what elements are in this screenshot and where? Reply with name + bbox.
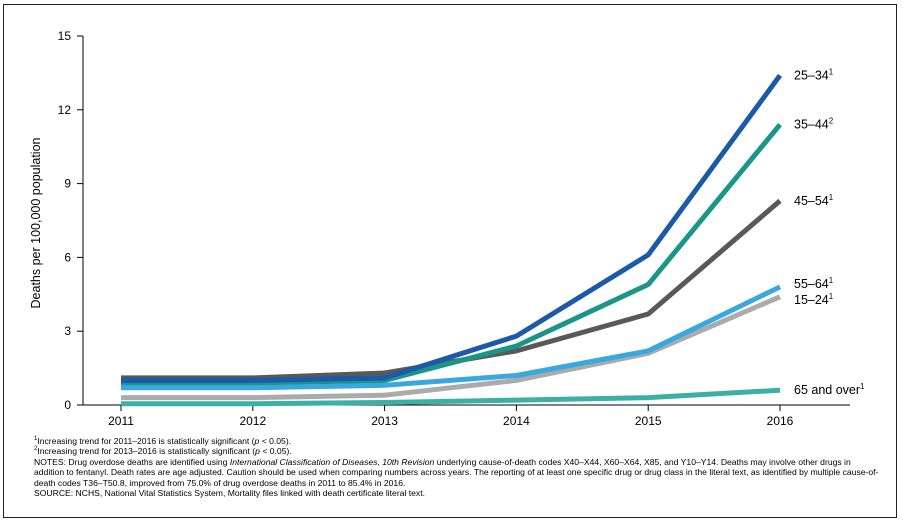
notes-text: NOTES: Drug overdose deaths are identifi…: [34, 456, 879, 488]
series-line-1: [121, 73, 783, 383]
axes: 0 3 6 9 12 15 2011 2012 2013 2014 2015 2016: [58, 29, 850, 428]
series-label-2: 35–442: [794, 117, 834, 132]
series-label-6: 65 and over1: [794, 382, 865, 397]
x-tick-label: 2015: [635, 414, 662, 428]
y-tick-label: 6: [64, 250, 71, 264]
footnote-1: 1Increasing trend for 2011–2016 is stati…: [34, 436, 292, 446]
series-label-4: 55–641: [794, 276, 834, 291]
y-tick-label: 15: [58, 29, 72, 43]
y-tick-label: 9: [64, 177, 71, 191]
x-tick-label: 2014: [503, 414, 530, 428]
x-tick-label: 2013: [371, 414, 398, 428]
x-tick-label: 2012: [239, 414, 266, 428]
footnote-2: 2Increasing trend for 2013–2016 is stati…: [34, 446, 292, 457]
y-tick-label: 12: [58, 103, 72, 117]
series-label-3: 45–541: [794, 193, 834, 208]
series-line-3: [121, 198, 782, 381]
series-line-4: [121, 284, 782, 391]
y-tick-label: 0: [64, 398, 71, 412]
source-text: SOURCE: NCHS, National Vital Statistics …: [34, 488, 425, 499]
series-line-5: [121, 294, 781, 401]
footnotes: 1Increasing trend for 2011–2016 is stati…: [34, 436, 879, 498]
series-label-5: 15–241: [794, 292, 834, 307]
series-lines: [121, 73, 783, 407]
figure-frame: 0 3 6 9 12 15 2011 2012 2013 2014 2015 2016 25–341 3…: [3, 4, 897, 518]
series-label-1: 25–341: [794, 67, 834, 82]
y-axis-label: Deaths per 100,000 population: [29, 137, 43, 308]
line-chart: 0 3 6 9 12 15 2011 2012 2013 2014 2015 2016 25–341 3…: [29, 29, 865, 428]
x-tick-label: 2016: [767, 414, 794, 428]
series-line-2: [121, 123, 782, 386]
x-tick-label: 2011: [108, 414, 134, 428]
series-line-6: [121, 387, 781, 407]
y-tick-label: 3: [64, 324, 71, 338]
